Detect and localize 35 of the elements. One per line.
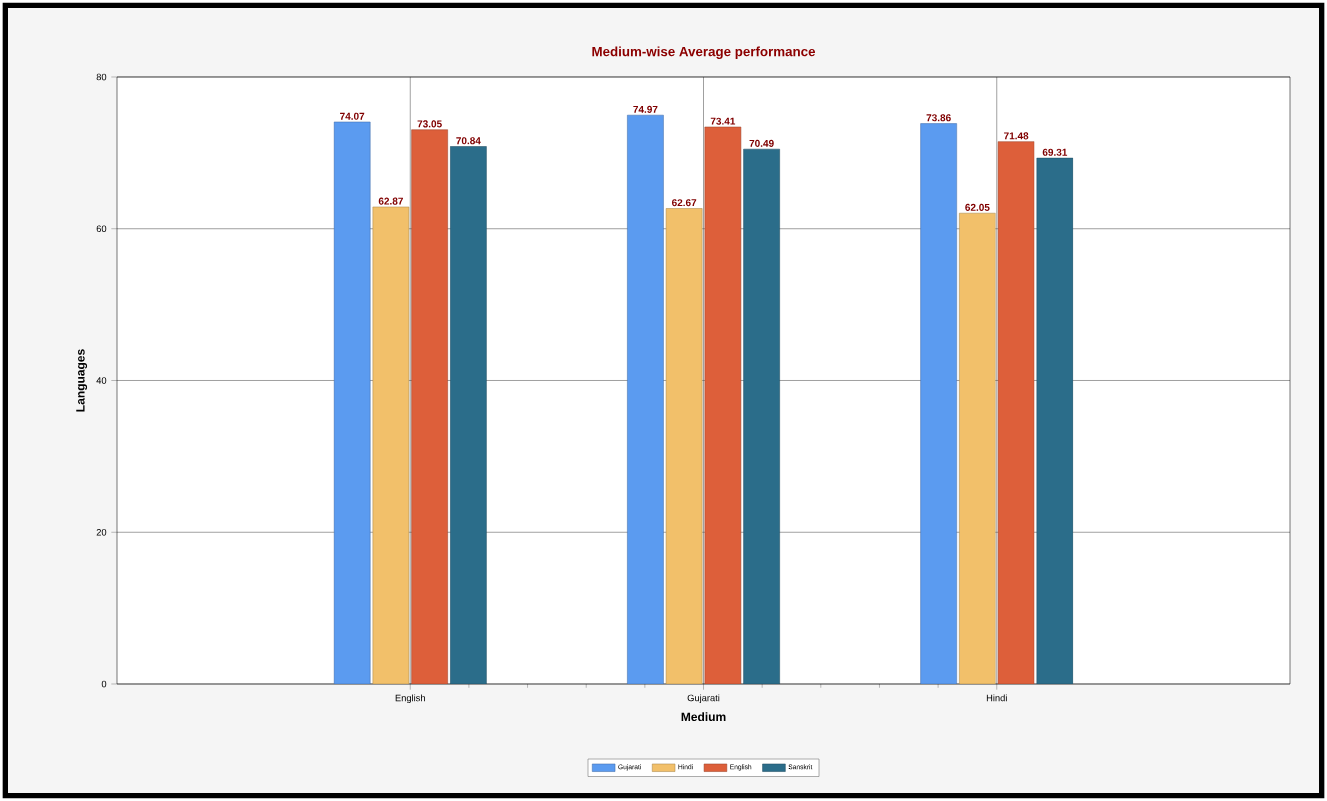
data-label: 74.97 — [633, 105, 658, 113]
y-axis-title: Languages — [76, 349, 88, 412]
bar — [665, 208, 703, 684]
data-label: 73.41 — [710, 117, 736, 125]
data-label: 70.84 — [456, 137, 481, 145]
y-tick-label: 40 — [96, 377, 107, 384]
data-label: 62.67 — [672, 199, 697, 207]
bar — [333, 121, 371, 684]
bar — [959, 212, 996, 684]
x-tick-label: Gujarati — [687, 694, 720, 704]
data-label: 62.87 — [378, 197, 403, 205]
bar — [450, 146, 487, 684]
data-label: 69.31 — [1042, 148, 1068, 156]
data-label: 70.49 — [749, 139, 774, 147]
bar — [920, 123, 957, 684]
x-axis-title: Medium — [681, 712, 726, 722]
data-label: 73.86 — [926, 114, 951, 122]
chart-title: Medium-wise Average performance — [592, 46, 816, 59]
x-tick-label: Hindi — [986, 694, 1007, 702]
y-tick-label: 80 — [96, 73, 107, 81]
data-label: 62.05 — [965, 203, 990, 211]
bar — [372, 206, 410, 684]
data-label: 71.48 — [1004, 132, 1029, 140]
data-label: 74.07 — [340, 112, 365, 120]
bar — [411, 129, 448, 684]
data-label: 73.05 — [417, 120, 442, 128]
bar — [1036, 157, 1074, 684]
bar — [743, 148, 780, 684]
x-tick-label: English — [395, 694, 425, 704]
bar — [627, 114, 664, 684]
bar — [704, 126, 742, 684]
y-tick-label: 60 — [96, 225, 107, 233]
y-tick-label: 0 — [101, 680, 107, 688]
bar — [997, 141, 1035, 684]
y-tick-label: 20 — [96, 528, 107, 536]
